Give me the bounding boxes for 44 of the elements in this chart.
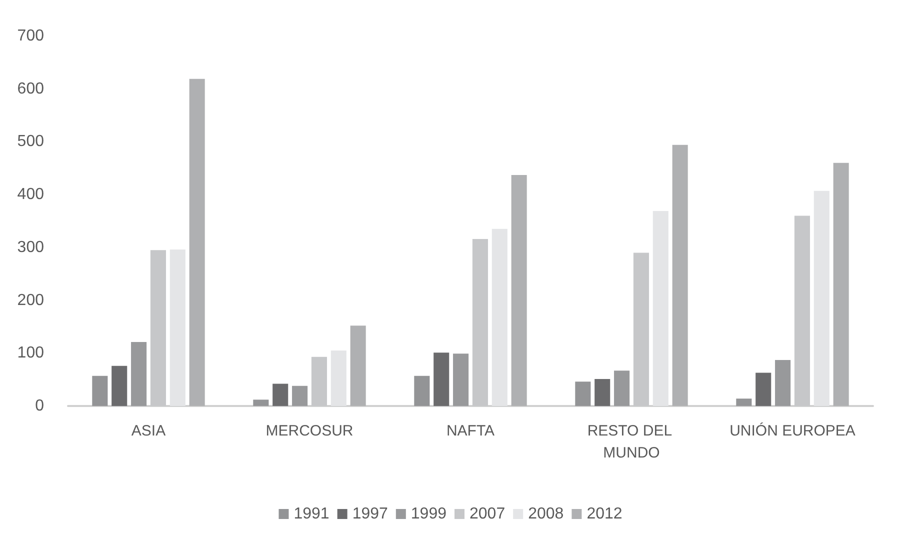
bar xyxy=(434,352,450,406)
y-tick-label: 300 xyxy=(17,238,44,256)
y-tick-label: 0 xyxy=(35,398,44,414)
bar xyxy=(814,190,830,406)
bar xyxy=(736,398,752,406)
x-tick-label: MERCOSUR xyxy=(266,422,354,440)
bar xyxy=(330,350,346,406)
x-tick-label: NAFTA xyxy=(446,422,495,440)
bar xyxy=(756,372,772,406)
legend-label: 2008 xyxy=(528,506,564,522)
bar xyxy=(492,228,508,406)
bar xyxy=(414,376,430,406)
bar xyxy=(575,382,591,406)
bar xyxy=(92,376,108,406)
legend-label: 2012 xyxy=(586,506,622,522)
bar xyxy=(112,366,128,406)
bar xyxy=(170,250,186,406)
bar xyxy=(511,175,527,406)
legend-label: 1991 xyxy=(294,506,330,522)
bar xyxy=(833,162,849,406)
bar xyxy=(672,144,688,406)
legend-label: 2007 xyxy=(470,506,506,522)
x-tick-label: UNIÓN EUROPEA xyxy=(730,422,856,440)
x-tick-label: RESTO DEL MUNDO xyxy=(587,422,676,462)
bar xyxy=(594,379,610,406)
bar xyxy=(775,360,791,406)
x-tick-label: ASIA xyxy=(131,422,166,440)
y-tick-label: 500 xyxy=(17,133,44,150)
bar xyxy=(253,400,269,406)
bar xyxy=(131,342,147,406)
legend-label: 1997 xyxy=(352,506,388,522)
bar xyxy=(453,354,469,406)
y-tick-label: 400 xyxy=(17,186,44,204)
bar xyxy=(614,370,630,406)
bar xyxy=(350,326,366,406)
y-tick-label: 200 xyxy=(17,292,44,309)
bar xyxy=(189,78,205,406)
y-tick-label: 700 xyxy=(17,28,44,44)
bar xyxy=(292,386,308,406)
y-tick-label: 100 xyxy=(17,344,44,362)
bar xyxy=(652,210,668,406)
y-tick-label: 600 xyxy=(17,80,44,98)
bar xyxy=(272,384,288,406)
legend-label: 1999 xyxy=(410,506,447,522)
